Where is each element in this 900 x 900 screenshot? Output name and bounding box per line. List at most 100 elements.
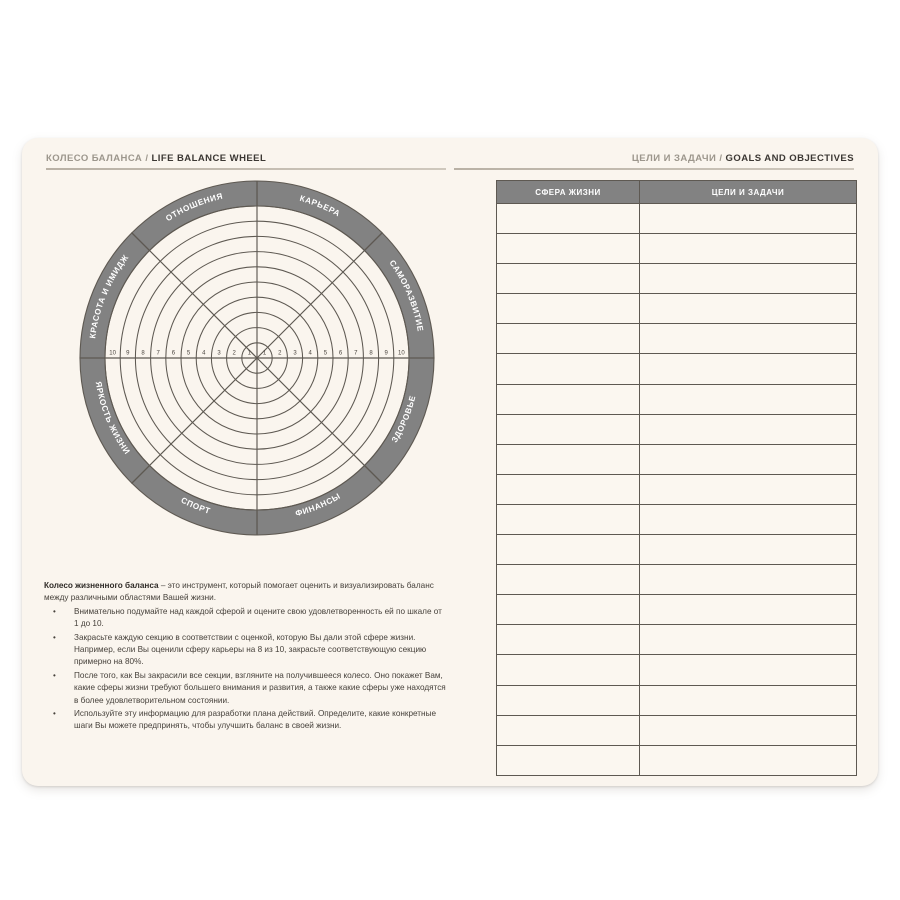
instructions-lead-bold: Колесо жизненного баланса — [44, 581, 159, 590]
cell-sphere[interactable] — [496, 293, 640, 325]
table-row[interactable] — [496, 353, 857, 385]
instructions-lead: Колесо жизненного баланса – это инструме… — [44, 580, 448, 605]
table-row[interactable] — [496, 594, 857, 626]
cell-goals[interactable] — [639, 624, 857, 656]
table-row[interactable] — [496, 263, 857, 295]
instruction-item: • Внимательно подумайте над каждой сферой… — [44, 606, 448, 631]
life-balance-wheel[interactable]: 10 9 8 7 6 5 4 3 2 1 1 2 3 4 5 6 7 8 9 10 КАРЬЕРА САМОРАЗВИТИ… — [22, 180, 452, 580]
cell-sphere[interactable] — [496, 443, 640, 475]
wheel-svg[interactable]: 10 9 8 7 6 5 4 3 2 1 1 2 3 4 5 6 7 8 9 10КАРЬЕРАСАМОРАЗВИТИ… — [22, 180, 452, 580]
table-row[interactable] — [496, 684, 857, 716]
wheel-scale-label: 1 — [248, 351, 252, 357]
table-row[interactable] — [496, 473, 857, 505]
cell-goals[interactable] — [639, 684, 857, 716]
cell-goals[interactable] — [639, 263, 857, 295]
goals-table-body[interactable] — [496, 202, 857, 776]
cell-sphere[interactable] — [496, 714, 640, 746]
cell-goals[interactable] — [639, 413, 857, 445]
wheel-spoke — [131, 357, 258, 484]
wheel-sector-ring[interactable] — [131, 180, 258, 252]
cell-sphere[interactable] — [496, 564, 640, 596]
wheel-scale-label: 8 — [369, 351, 373, 357]
wheel-sector-ring[interactable] — [131, 464, 258, 536]
cell-sphere[interactable] — [496, 323, 640, 355]
goals-table-head: СФЕРА ЖИЗНИ ЦЕЛИ И ЗАДАЧИ — [496, 180, 857, 204]
wheel-scale-label: 3 — [217, 351, 221, 357]
cell-goals[interactable] — [639, 202, 857, 235]
worksheet-page: КОЛЕСО БАЛАНСА / LIFE BALANCE WHEEL ЦЕЛИ… — [22, 138, 878, 786]
wheel-sector-ring[interactable] — [256, 180, 383, 252]
cell-goals[interactable] — [639, 323, 857, 355]
wheel-scale-label: 8 — [141, 351, 145, 357]
cell-sphere[interactable] — [496, 624, 640, 656]
instruction-item: • После того, как Вы закрасили все секции… — [44, 670, 448, 707]
wheel-sector-ring[interactable] — [256, 464, 383, 536]
cell-goals[interactable] — [639, 534, 857, 566]
cell-sphere[interactable] — [496, 534, 640, 566]
table-row[interactable] — [496, 744, 857, 776]
table-row[interactable] — [496, 443, 857, 475]
wheel-sector-ring[interactable] — [363, 357, 435, 484]
cell-goals[interactable] — [639, 564, 857, 596]
table-row[interactable] — [496, 413, 857, 445]
cell-goals[interactable] — [639, 443, 857, 475]
cell-goals[interactable] — [639, 353, 857, 385]
header-rule-right — [454, 168, 854, 170]
wheel-scale-label: 10 — [398, 351, 405, 357]
wheel-spoke — [256, 357, 383, 484]
cell-goals[interactable] — [639, 594, 857, 626]
cell-sphere[interactable] — [496, 202, 640, 235]
wheel-sector-ring[interactable] — [79, 232, 151, 359]
table-row[interactable] — [496, 503, 857, 536]
table-row[interactable] — [496, 624, 857, 656]
wheel-scale-label: 7 — [354, 351, 358, 357]
cell-sphere[interactable] — [496, 413, 640, 445]
table-header-row: СФЕРА ЖИЗНИ ЦЕЛИ И ЗАДАЧИ — [496, 180, 857, 204]
cell-goals[interactable] — [639, 473, 857, 505]
cell-sphere[interactable] — [496, 594, 640, 626]
instructions-list: • Внимательно подумайте над каждой сферой… — [44, 606, 448, 733]
table-row[interactable] — [496, 202, 857, 235]
cell-goals[interactable] — [639, 293, 857, 325]
wheel-scale-label: 5 — [324, 351, 328, 357]
cell-sphere[interactable] — [496, 383, 640, 415]
bullet-icon: • — [53, 709, 56, 719]
cell-sphere[interactable] — [496, 684, 640, 716]
cell-sphere[interactable] — [496, 473, 640, 505]
table-row[interactable] — [496, 323, 857, 355]
wheel-spoke — [131, 232, 258, 359]
cell-sphere[interactable] — [496, 654, 640, 686]
column-header-goals: ЦЕЛИ И ЗАДАЧИ — [639, 180, 857, 204]
cell-sphere[interactable] — [496, 503, 640, 536]
cell-goals[interactable] — [639, 503, 857, 536]
wheel-scale-label: 9 — [126, 351, 130, 357]
table-row[interactable] — [496, 714, 857, 746]
wheel-scale-label: 5 — [187, 351, 191, 357]
bullet-icon: • — [53, 670, 56, 680]
wheel-scale-label: 3 — [293, 351, 297, 357]
table-row[interactable] — [496, 293, 857, 325]
table-row[interactable] — [496, 534, 857, 566]
cell-sphere[interactable] — [496, 233, 640, 265]
cell-sphere[interactable] — [496, 353, 640, 385]
cell-goals[interactable] — [639, 383, 857, 415]
instruction-text: Используйте эту информацию для разработк… — [74, 709, 437, 731]
cell-goals[interactable] — [639, 233, 857, 265]
cell-goals[interactable] — [639, 714, 857, 746]
cell-goals[interactable] — [639, 654, 857, 686]
instruction-text: Внимательно подумайте над каждой сферой … — [74, 606, 442, 629]
cell-goals[interactable] — [639, 744, 857, 776]
wheel-sector-ring[interactable] — [363, 232, 435, 359]
table-row[interactable] — [496, 564, 857, 596]
table-row[interactable] — [496, 654, 857, 686]
table-row[interactable] — [496, 383, 857, 415]
instruction-text: Закрасьте каждую секцию в соответствии с… — [74, 632, 427, 667]
cell-sphere[interactable] — [496, 263, 640, 295]
wheel-sector-ring[interactable] — [79, 357, 151, 484]
page-title-right-en: GOALS AND OBJECTIVES — [725, 153, 854, 164]
cell-sphere[interactable] — [496, 744, 640, 776]
bullet-icon: • — [53, 632, 56, 642]
table-row[interactable] — [496, 233, 857, 265]
goals-table[interactable]: СФЕРА ЖИЗНИ ЦЕЛИ И ЗАДАЧИ — [496, 180, 857, 776]
